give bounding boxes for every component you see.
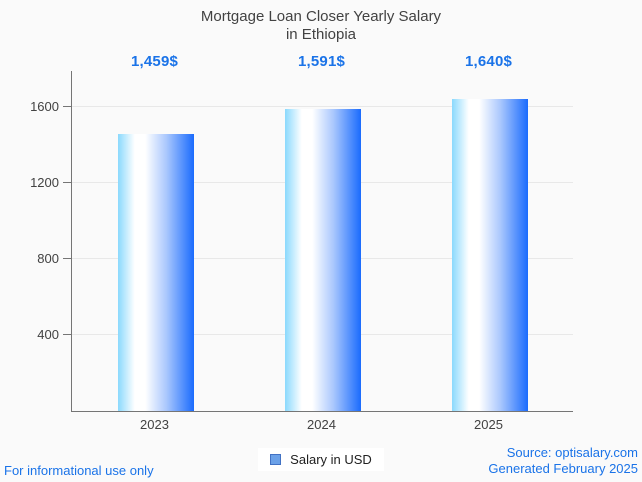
bar-value-label: 1,591$: [297, 53, 346, 70]
chart-title: Mortgage Loan Closer Yearly Salary in Et…: [0, 8, 642, 44]
x-axis-labels: 2023 2024 2025: [71, 417, 572, 432]
disclaimer-text: For informational use only: [4, 463, 154, 478]
bar-2023: [118, 134, 194, 411]
gridline: [72, 106, 573, 107]
y-axis-label: 1200: [30, 175, 59, 190]
legend-label: Salary in USD: [290, 452, 372, 467]
y-axis-tick: [63, 258, 72, 259]
chart-title-line1: Mortgage Loan Closer Yearly Salary: [200, 8, 442, 25]
y-axis-label: 1600: [30, 99, 59, 114]
x-axis-label: 2023: [140, 417, 169, 432]
bar-value-label: 1,459$: [130, 53, 179, 70]
source-link[interactable]: Source: optisalary.com: [506, 445, 638, 460]
y-axis-tick: [63, 334, 72, 335]
generated-date: Generated February 2025: [488, 461, 638, 476]
plot-area: 400 800 1200 1600: [30, 71, 573, 412]
y-axis-label: 800: [37, 251, 59, 266]
y-axis-tick: [63, 106, 72, 107]
bar-value-label: 1,640$: [464, 53, 513, 70]
legend-swatch-icon: [270, 454, 282, 465]
legend: Salary in USD: [258, 448, 384, 471]
x-axis-label: 2024: [307, 417, 336, 432]
y-axis-tick: [63, 182, 72, 183]
bar-2024: [285, 109, 361, 411]
y-axis-label: 400: [37, 327, 59, 342]
bar-2025: [452, 99, 528, 411]
legend-row: Salary in USD: [0, 448, 642, 471]
value-label-row: 1,459$ 1,591$ 1,640$: [71, 53, 572, 70]
source-block: Source: optisalary.com Generated Februar…: [488, 445, 638, 477]
x-axis-label: 2025: [474, 417, 503, 432]
chart-title-line2: in Ethiopia: [285, 26, 357, 43]
